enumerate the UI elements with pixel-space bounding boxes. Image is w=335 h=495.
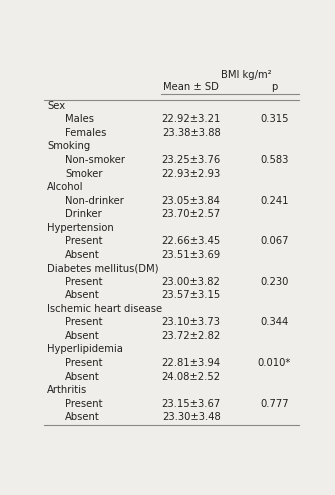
Text: p: p (271, 82, 277, 92)
Text: 23.25±3.76: 23.25±3.76 (161, 155, 221, 165)
Text: Sex: Sex (47, 101, 65, 111)
Text: 23.57±3.15: 23.57±3.15 (161, 291, 221, 300)
Text: Absent: Absent (65, 250, 100, 260)
Text: Absent: Absent (65, 291, 100, 300)
Text: Smoker: Smoker (65, 169, 103, 179)
Text: Absent: Absent (65, 412, 100, 422)
Text: 24.08±2.52: 24.08±2.52 (161, 372, 221, 382)
Text: 0.010*: 0.010* (258, 358, 291, 368)
Text: 0.241: 0.241 (260, 196, 288, 205)
Text: Non-smoker: Non-smoker (65, 155, 125, 165)
Text: Males: Males (65, 114, 94, 124)
Text: 23.05±3.84: 23.05±3.84 (162, 196, 220, 205)
Text: Present: Present (65, 236, 103, 246)
Text: 23.72±2.82: 23.72±2.82 (161, 331, 221, 341)
Text: 23.10±3.73: 23.10±3.73 (162, 317, 221, 327)
Text: 23.00±3.82: 23.00±3.82 (162, 277, 220, 287)
Text: Non-drinker: Non-drinker (65, 196, 124, 205)
Text: Absent: Absent (65, 372, 100, 382)
Text: Hyperlipidemia: Hyperlipidemia (47, 345, 123, 354)
Text: Present: Present (65, 277, 103, 287)
Text: Drinker: Drinker (65, 209, 102, 219)
Text: 22.81±3.94: 22.81±3.94 (161, 358, 221, 368)
Text: Arthritis: Arthritis (47, 385, 87, 395)
Text: Hypertension: Hypertension (47, 223, 114, 233)
Text: 0.583: 0.583 (260, 155, 288, 165)
Text: 0.230: 0.230 (260, 277, 288, 287)
Text: 23.15±3.67: 23.15±3.67 (161, 398, 221, 408)
Text: 0.315: 0.315 (260, 114, 288, 124)
Text: Diabetes mellitus(DM): Diabetes mellitus(DM) (47, 263, 158, 273)
Text: 22.93±2.93: 22.93±2.93 (161, 169, 221, 179)
Text: Females: Females (65, 128, 107, 138)
Text: 0.067: 0.067 (260, 236, 288, 246)
Text: Present: Present (65, 358, 103, 368)
Text: 23.30±3.48: 23.30±3.48 (162, 412, 220, 422)
Text: 23.38±3.88: 23.38±3.88 (162, 128, 220, 138)
Text: Mean ± SD: Mean ± SD (163, 82, 219, 92)
Text: Present: Present (65, 317, 103, 327)
Text: Alcohol: Alcohol (47, 182, 83, 192)
Text: Smoking: Smoking (47, 142, 90, 151)
Text: Absent: Absent (65, 331, 100, 341)
Text: 22.92±3.21: 22.92±3.21 (161, 114, 221, 124)
Text: 0.777: 0.777 (260, 398, 288, 408)
Text: Ischemic heart disease: Ischemic heart disease (47, 304, 162, 314)
Text: BMI kg/m²: BMI kg/m² (221, 70, 272, 80)
Text: 23.51±3.69: 23.51±3.69 (161, 250, 221, 260)
Text: 23.70±2.57: 23.70±2.57 (161, 209, 221, 219)
Text: 0.344: 0.344 (260, 317, 288, 327)
Text: 22.66±3.45: 22.66±3.45 (161, 236, 221, 246)
Text: Present: Present (65, 398, 103, 408)
